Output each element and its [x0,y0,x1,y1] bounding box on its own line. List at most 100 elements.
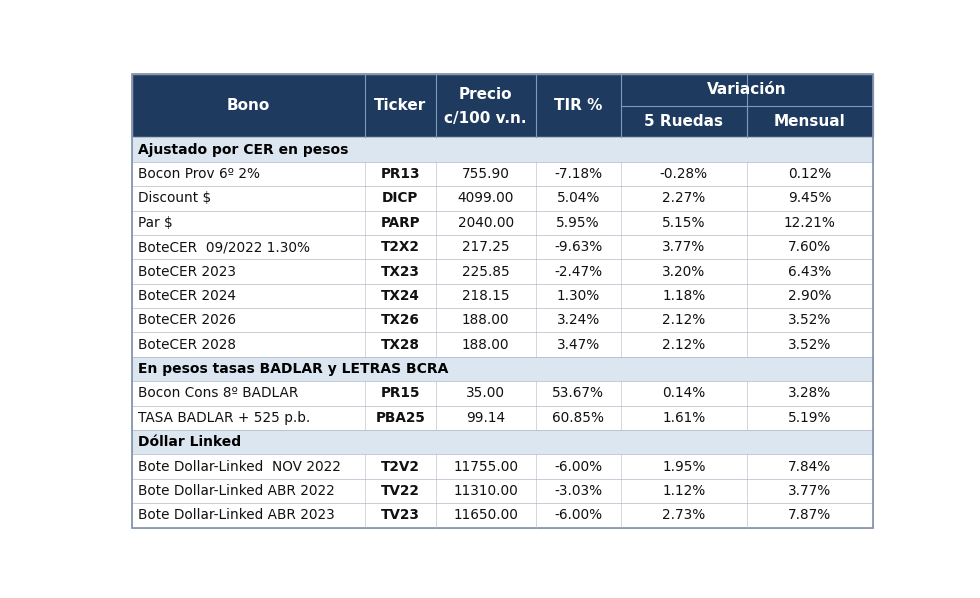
Text: 12.21%: 12.21% [784,216,836,230]
Text: 35.00: 35.00 [466,386,505,401]
Text: TIR %: TIR % [554,98,603,113]
Text: 5.04%: 5.04% [557,191,600,205]
Text: 1.95%: 1.95% [662,460,706,474]
Text: 0.14%: 0.14% [662,386,706,401]
Bar [131,454,873,479]
Bar [131,74,873,138]
Text: 60.85%: 60.85% [553,411,605,425]
Text: Mensual: Mensual [774,114,846,129]
Text: Bono: Bono [226,98,270,113]
Text: TX23: TX23 [381,264,419,279]
Text: 6.43%: 6.43% [788,264,831,279]
Text: 188.00: 188.00 [462,313,510,327]
Text: T2V2: T2V2 [381,460,419,474]
Text: 7.84%: 7.84% [788,460,831,474]
Text: 218.15: 218.15 [462,289,510,303]
Text: BoteCER 2024: BoteCER 2024 [137,289,235,303]
Bar [131,332,873,357]
Text: 755.90: 755.90 [462,167,510,181]
Text: -6.00%: -6.00% [554,460,603,474]
Text: Discount $: Discount $ [137,191,211,205]
Bar [131,357,873,382]
Text: PR15: PR15 [380,386,420,401]
Text: PR13: PR13 [380,167,420,181]
Text: -2.47%: -2.47% [554,264,603,279]
Text: 1.30%: 1.30% [557,289,600,303]
Text: BoteCER 2023: BoteCER 2023 [137,264,235,279]
Text: -7.18%: -7.18% [554,167,603,181]
Text: 225.85: 225.85 [462,264,510,279]
Text: Bocon Cons 8º BADLAR: Bocon Cons 8º BADLAR [137,386,298,401]
Bar [131,74,873,138]
Text: 3.52%: 3.52% [788,313,832,327]
Bar [131,235,873,260]
Bar [621,106,873,138]
Text: 2.73%: 2.73% [662,508,706,523]
Text: En pesos tasas BADLAR y LETRAS BCRA: En pesos tasas BADLAR y LETRAS BCRA [137,362,448,376]
Text: 188.00: 188.00 [462,338,510,352]
Text: 2.27%: 2.27% [662,191,706,205]
Bar [131,210,873,235]
Text: 3.52%: 3.52% [788,338,832,352]
Text: TX28: TX28 [381,338,419,352]
Bar [621,74,873,106]
Text: Par $: Par $ [137,216,172,230]
Bar [131,260,873,283]
Text: -9.63%: -9.63% [554,240,603,254]
Text: Bote Dollar-Linked ABR 2023: Bote Dollar-Linked ABR 2023 [137,508,334,523]
Text: 3.20%: 3.20% [662,264,706,279]
Text: 7.87%: 7.87% [788,508,831,523]
Text: T2X2: T2X2 [381,240,419,254]
Text: Ajustado por CER en pesos: Ajustado por CER en pesos [137,142,348,157]
Text: Bocon Prov 6º 2%: Bocon Prov 6º 2% [137,167,260,181]
Text: -0.28%: -0.28% [660,167,708,181]
Text: c/100 v.n.: c/100 v.n. [444,111,527,126]
Text: Precio: Precio [459,87,513,102]
Text: -6.00%: -6.00% [554,508,603,523]
Text: 217.25: 217.25 [462,240,510,254]
Text: 2.90%: 2.90% [788,289,832,303]
Text: 3.77%: 3.77% [662,240,706,254]
Bar [131,186,873,210]
Text: TASA BADLAR + 525 p.b.: TASA BADLAR + 525 p.b. [137,411,310,425]
Bar [131,382,873,405]
Text: 0.12%: 0.12% [788,167,831,181]
Text: 9.45%: 9.45% [788,191,832,205]
Text: BoteCER 2026: BoteCER 2026 [137,313,235,327]
Bar [131,138,873,162]
Bar [131,430,873,454]
Text: 1.61%: 1.61% [662,411,706,425]
Text: 3.47%: 3.47% [557,338,600,352]
Text: TV22: TV22 [381,484,419,498]
Text: PBA25: PBA25 [375,411,425,425]
Text: TX26: TX26 [381,313,419,327]
Text: 11310.00: 11310.00 [453,484,518,498]
Text: 11650.00: 11650.00 [453,508,518,523]
Bar [131,283,873,308]
Text: 99.14: 99.14 [466,411,505,425]
Text: 5.19%: 5.19% [788,411,832,425]
Bar [131,162,873,186]
Text: 1.18%: 1.18% [662,289,706,303]
Bar [131,308,873,332]
Text: 5.95%: 5.95% [557,216,600,230]
Text: DICP: DICP [382,191,418,205]
Text: Dóllar Linked: Dóllar Linked [137,435,241,449]
Text: 5 Ruedas: 5 Ruedas [645,114,723,129]
Text: 5.15%: 5.15% [662,216,706,230]
Text: Bote Dollar-Linked ABR 2022: Bote Dollar-Linked ABR 2022 [137,484,334,498]
Text: -3.03%: -3.03% [554,484,603,498]
Bar [131,479,873,504]
Bar [131,504,873,527]
Text: 2.12%: 2.12% [662,338,706,352]
Text: Bote Dollar-Linked  NOV 2022: Bote Dollar-Linked NOV 2022 [137,460,341,474]
Text: 3.28%: 3.28% [788,386,831,401]
Text: 2040.00: 2040.00 [458,216,514,230]
Bar [131,405,873,430]
Text: 7.60%: 7.60% [788,240,831,254]
Text: 3.77%: 3.77% [788,484,831,498]
Text: 1.12%: 1.12% [662,484,706,498]
Text: TX24: TX24 [381,289,419,303]
Text: 4099.00: 4099.00 [458,191,514,205]
Text: Variación: Variación [707,83,787,97]
